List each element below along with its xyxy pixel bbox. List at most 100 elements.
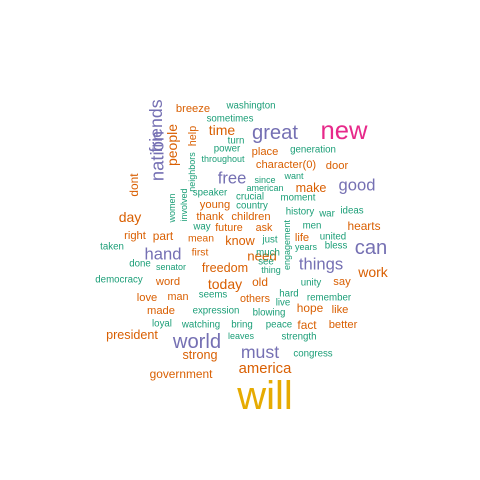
word-unity: unity (301, 278, 322, 289)
word-bless: bless (325, 241, 348, 252)
word-history: history (286, 207, 315, 218)
word-democracy: democracy (95, 275, 143, 286)
word-world: world (172, 331, 221, 353)
word-ask: ask (256, 222, 273, 234)
word-speaker: speaker (193, 188, 228, 199)
word-character-0: character(0) (256, 159, 317, 171)
word-watching: watching (181, 320, 220, 331)
word-bring: bring (231, 320, 253, 331)
word-live: live (276, 298, 291, 309)
word-future: future (215, 222, 243, 234)
word-leaves: leaves (228, 331, 255, 341)
word-strength: strength (281, 332, 316, 343)
word-united: united (320, 232, 346, 243)
word-way: way (192, 222, 210, 233)
word-things: things (299, 255, 343, 274)
word-better: better (329, 319, 358, 331)
word-love: love (137, 292, 158, 304)
word-today: today (208, 276, 242, 292)
word-freedom: freedom (202, 261, 248, 275)
word-know: know (225, 234, 255, 248)
word-loyal: loyal (152, 319, 172, 330)
word-friends: friends (146, 99, 166, 152)
word-help: help (187, 126, 199, 146)
word-country: country (236, 201, 268, 212)
word-nation: nation (147, 131, 168, 181)
word-expression: expression (193, 306, 240, 317)
word-good: good (339, 176, 376, 195)
word-life: life (295, 232, 309, 244)
word-thank: thank (196, 211, 224, 223)
word-sometimes: sometimes (207, 114, 254, 125)
word-made: made (147, 305, 175, 317)
word-hearts: hearts (347, 219, 380, 233)
word-blowing: blowing (253, 308, 286, 319)
word-will: will (236, 374, 293, 418)
word-make: make (296, 181, 327, 195)
word-hope: hope (297, 301, 324, 315)
word-say: say (333, 276, 351, 288)
word-crucial: crucial (236, 192, 264, 203)
word-part: part (153, 229, 174, 243)
word-strong: strong (182, 348, 217, 362)
word-man: man (167, 291, 188, 303)
word-young: young (200, 199, 230, 211)
word-must: must (241, 342, 279, 362)
word-years: years (295, 242, 318, 252)
word-thing: thing (261, 265, 281, 275)
word-peace: peace (266, 320, 292, 331)
word-congress: congress (293, 349, 332, 360)
word-taken: taken (100, 242, 124, 253)
word-ideas: ideas (340, 206, 363, 217)
word-need: need (247, 249, 277, 264)
word-want: want (283, 171, 304, 181)
word-moment: moment (281, 193, 316, 204)
word-government: government (150, 367, 213, 381)
word-throughout: throughout (201, 154, 245, 164)
word-much: much (256, 248, 280, 259)
word-hand: hand (145, 245, 182, 264)
word-free: free (218, 169, 247, 188)
word-war: war (318, 209, 335, 220)
word-remember: remember (307, 293, 352, 304)
word-time: time (209, 122, 236, 138)
word-others: others (240, 293, 271, 305)
word-america: america (239, 361, 292, 377)
word-can: can (355, 237, 388, 259)
word-first: first (192, 248, 209, 259)
word-word: word (155, 276, 180, 288)
word-men: men (303, 221, 322, 232)
word-children: children (231, 211, 270, 223)
word-door: door (326, 160, 349, 172)
word-generation: generation (290, 145, 336, 156)
word-turn: turn (228, 136, 245, 147)
word-since: since (254, 175, 275, 185)
word-mean: mean (188, 234, 214, 245)
word-great: great (252, 122, 298, 144)
word-see: see (258, 257, 274, 268)
word-president: president (106, 328, 158, 342)
word-new: new (321, 117, 368, 145)
word-dont: dont (127, 173, 141, 197)
word-day: day (119, 209, 142, 225)
word-done: done (129, 259, 151, 270)
word-american: american (246, 183, 283, 193)
word-fact: fact (297, 318, 317, 332)
word-just: just (261, 235, 277, 246)
word-seems: seems (199, 290, 228, 301)
word-like: like (332, 304, 349, 316)
word-right: right (124, 230, 147, 242)
word-breeze: breeze (176, 103, 210, 115)
word-work: work (357, 264, 389, 280)
word-power: power (214, 144, 241, 155)
word-old: old (252, 275, 268, 289)
word-washington: washington (225, 101, 275, 112)
word-senator: senator (156, 262, 186, 272)
word-people: people (164, 124, 180, 166)
word-hard: hard (279, 289, 298, 300)
word-neighbors: neighbors (187, 152, 197, 192)
word-place: place (252, 146, 279, 158)
word-women: women (167, 193, 177, 223)
word-engagement: engagement (282, 219, 292, 270)
